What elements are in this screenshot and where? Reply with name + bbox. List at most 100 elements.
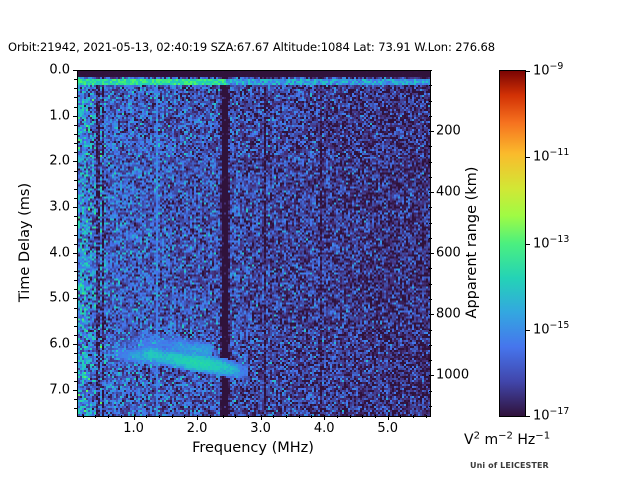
y-tick — [72, 344, 77, 346]
x-tick — [311, 415, 313, 418]
y2-tick — [429, 70, 432, 71]
x-tick — [235, 415, 237, 418]
x-tick — [273, 415, 275, 418]
y-tick — [74, 188, 77, 190]
x-tick — [400, 415, 402, 418]
y-tick-label: 3.0 — [49, 199, 70, 215]
y2-tick — [429, 176, 432, 178]
y2-tick — [429, 298, 432, 300]
y-tick — [74, 243, 77, 245]
y2-tick — [429, 314, 434, 316]
x-tick — [286, 415, 288, 418]
y-axis-label: Time Delay (ms) — [17, 182, 33, 303]
x-tick — [374, 415, 376, 418]
y-tick — [74, 97, 77, 99]
y-tick-label: 7.0 — [49, 382, 70, 398]
colorbar-tick-label: 10−15 — [533, 319, 570, 338]
y-tick — [74, 225, 77, 227]
y-tick — [74, 362, 77, 364]
x-tick — [298, 415, 300, 418]
y-tick-label: 6.0 — [49, 336, 70, 352]
y2-tick — [429, 253, 434, 255]
y-tick — [74, 197, 77, 199]
y-tick — [74, 399, 77, 400]
y2-tick — [429, 146, 432, 148]
x-tick — [120, 415, 122, 418]
x-tick — [336, 415, 338, 418]
colorbar-tick-label: 10−17 — [533, 406, 570, 424]
y-tick — [74, 152, 77, 154]
y2-tick — [429, 222, 432, 224]
y2-tick-label: 1000 — [436, 367, 470, 383]
x-tick — [260, 415, 262, 420]
x-tick — [82, 415, 84, 418]
y-tick — [74, 280, 77, 282]
y-tick — [72, 70, 77, 71]
y-tick — [74, 271, 77, 273]
y-tick — [74, 143, 77, 145]
y-tick — [74, 106, 77, 108]
x-tick — [324, 415, 326, 420]
x-tick — [247, 415, 249, 418]
y-tick-label: 0.0 — [49, 62, 70, 78]
x-tick — [158, 415, 160, 418]
y2-tick — [429, 268, 432, 270]
colorbar-units-label: V2 m−2 Hz−1 — [464, 430, 551, 448]
y2-tick — [429, 192, 434, 194]
y-tick — [74, 216, 77, 218]
y-tick-label: 1.0 — [49, 108, 70, 124]
x-tick — [425, 415, 427, 418]
y-tick — [74, 179, 77, 181]
y-tick — [74, 371, 77, 373]
x-tick — [197, 415, 199, 420]
ionogram-heatmap — [78, 71, 430, 416]
y2-tick — [429, 375, 434, 377]
y-tick — [74, 88, 77, 90]
y2-tick — [429, 283, 432, 285]
y-tick — [74, 316, 77, 318]
x-tick — [413, 415, 415, 418]
y-tick — [72, 207, 77, 209]
x-tick — [171, 415, 173, 418]
y2-axis-label: Apparent range (km) — [464, 166, 480, 319]
x-axis-label: Frequency (MHz) — [192, 440, 314, 456]
y2-tick — [429, 360, 432, 362]
y2-tick — [429, 85, 432, 87]
x-tick — [349, 415, 351, 418]
y2-tick — [429, 161, 432, 163]
colorbar-tick-label: 10−13 — [533, 233, 570, 251]
axes-tick-overlay: 0.0 1.0 2.0 3.0 4.0 5.0 6.0 7.0 200 400 600 800 100… — [49, 63, 469, 437]
x-tick — [362, 415, 364, 418]
colorbar-tick — [525, 71, 530, 72]
y-tick-label: 5.0 — [49, 290, 70, 306]
y2-tick — [429, 131, 434, 133]
y-tick — [74, 289, 77, 291]
x-tick — [184, 415, 186, 418]
y2-tick — [429, 100, 432, 102]
y2-tick-label: 600 — [436, 245, 461, 261]
y-tick-label: 4.0 — [49, 245, 70, 261]
y2-tick-label: 400 — [436, 184, 461, 200]
y2-tick-label: 800 — [436, 306, 461, 322]
y-tick — [72, 161, 77, 163]
x-tick — [222, 415, 224, 418]
y-tick — [74, 234, 77, 236]
colorbar-tick — [525, 243, 530, 245]
y-tick — [74, 380, 77, 382]
y2-tick — [429, 329, 432, 331]
y2-tick — [429, 390, 432, 392]
credit-label: Uni of LEICESTER — [470, 461, 549, 470]
page-title: Orbit:21942, 2021-05-13, 02:40:19 SZA:67… — [8, 40, 495, 54]
y-tick — [72, 389, 77, 391]
y-tick — [74, 325, 77, 327]
x-tick-label: 4.0 — [313, 421, 335, 436]
colorbar: 10−17 10−15 10−13 10−11 10−9 — [499, 62, 569, 424]
y-tick-label: 2.0 — [49, 153, 70, 169]
y2-tick — [429, 405, 432, 407]
x-tick — [209, 415, 211, 418]
y2-tick — [429, 237, 432, 239]
colorbar-tick — [525, 157, 530, 159]
colorbar-tick — [525, 416, 530, 417]
y-tick — [74, 124, 77, 126]
